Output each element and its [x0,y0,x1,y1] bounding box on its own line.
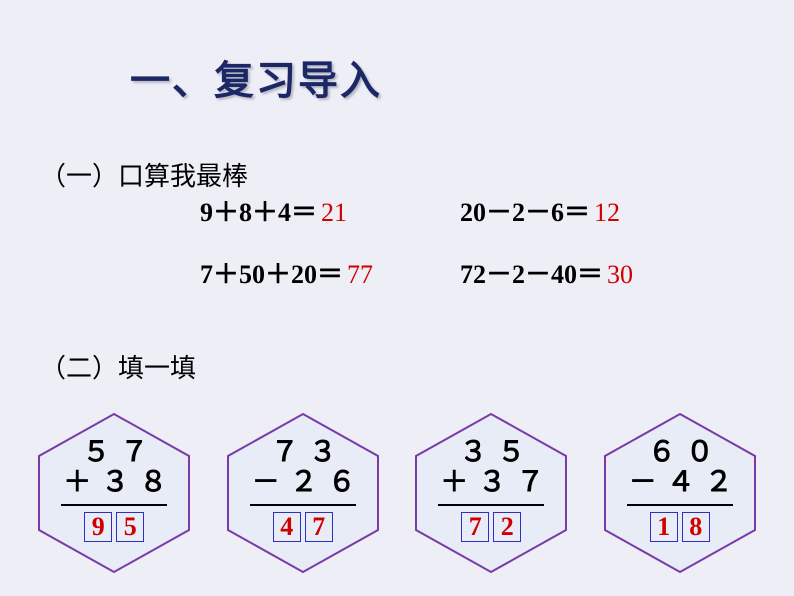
answer-box: 8 [682,512,710,542]
answer-box: 7 [461,512,489,542]
equation-4: 72－2－40＝30 [460,254,633,291]
calc-3-op: ＋ [440,467,478,498]
answer-box: 4 [273,512,301,542]
equation-2-expr: 20－2－6＝ [460,198,590,227]
hex-problem-2: ７３ －２６ 4 7 [218,408,388,578]
calc-2-rule [250,504,356,506]
calc-2-n2: ２６ [290,467,366,498]
section-1-label: （一）口算我最棒 [40,156,248,193]
hex-problem-4: ６０ －４２ 1 8 [595,408,765,578]
calc-1-n2: ３８ [101,467,177,498]
calc-2-answer-boxes: 4 7 [218,512,388,542]
hex-problem-3: ３５ ＋３７ 7 2 [406,408,576,578]
calc-3-line2: ＋３７ [406,468,576,498]
calc-3-n2: ３７ [478,467,554,498]
equation-4-expr: 72－2－40＝ [460,260,603,289]
calc-3-rule [438,504,544,506]
equation-3-answer: 77 [347,260,373,289]
calc-1-answer-boxes: 9 5 [29,512,199,542]
calc-2-line2: －２６ [218,468,388,498]
answer-box: 9 [84,512,112,542]
calc-4-line1: ６０ [595,438,765,468]
equation-1-answer: 21 [321,198,347,227]
section-2-label: （二）填一填 [40,348,196,385]
calc-2-op: － [252,467,290,498]
calc-4: ６０ －４２ [595,438,765,498]
calc-4-n2: ４２ [667,467,743,498]
equation-1-expr: 9＋8＋4＝ [200,198,317,227]
calc-3: ３５ ＋３７ [406,438,576,498]
calc-1-op: ＋ [63,467,101,498]
calc-1-rule [61,504,167,506]
calc-4-answer-boxes: 1 8 [595,512,765,542]
calc-2: ７３ －２６ [218,438,388,498]
equation-4-answer: 30 [607,260,633,289]
answer-box: 1 [650,512,678,542]
calc-4-rule [627,504,733,506]
answer-box: 7 [305,512,333,542]
hex-problem-1: ５７ ＋３８ 9 5 [29,408,199,578]
calc-2-line1: ７３ [218,438,388,468]
calc-3-answer-boxes: 7 2 [406,512,576,542]
page-title: 一、复习导入 [130,48,382,106]
hexagon-row: ５７ ＋３８ 9 5 ７３ －２６ 4 7 ３５ ＋３７ [0,408,794,578]
equation-2-answer: 12 [594,198,620,227]
calc-1-line1: ５７ [29,438,199,468]
equation-3-expr: 7＋50＋20＝ [200,260,343,289]
equation-3: 7＋50＋20＝77 [200,254,373,291]
calc-1: ５７ ＋３８ [29,438,199,498]
equation-2: 20－2－6＝12 [460,192,620,229]
calc-3-line1: ３５ [406,438,576,468]
answer-box: 2 [493,512,521,542]
calc-4-op: － [629,467,667,498]
equation-1: 9＋8＋4＝21 [200,192,347,229]
answer-box: 5 [116,512,144,542]
calc-1-line2: ＋３８ [29,468,199,498]
calc-4-line2: －４２ [595,468,765,498]
